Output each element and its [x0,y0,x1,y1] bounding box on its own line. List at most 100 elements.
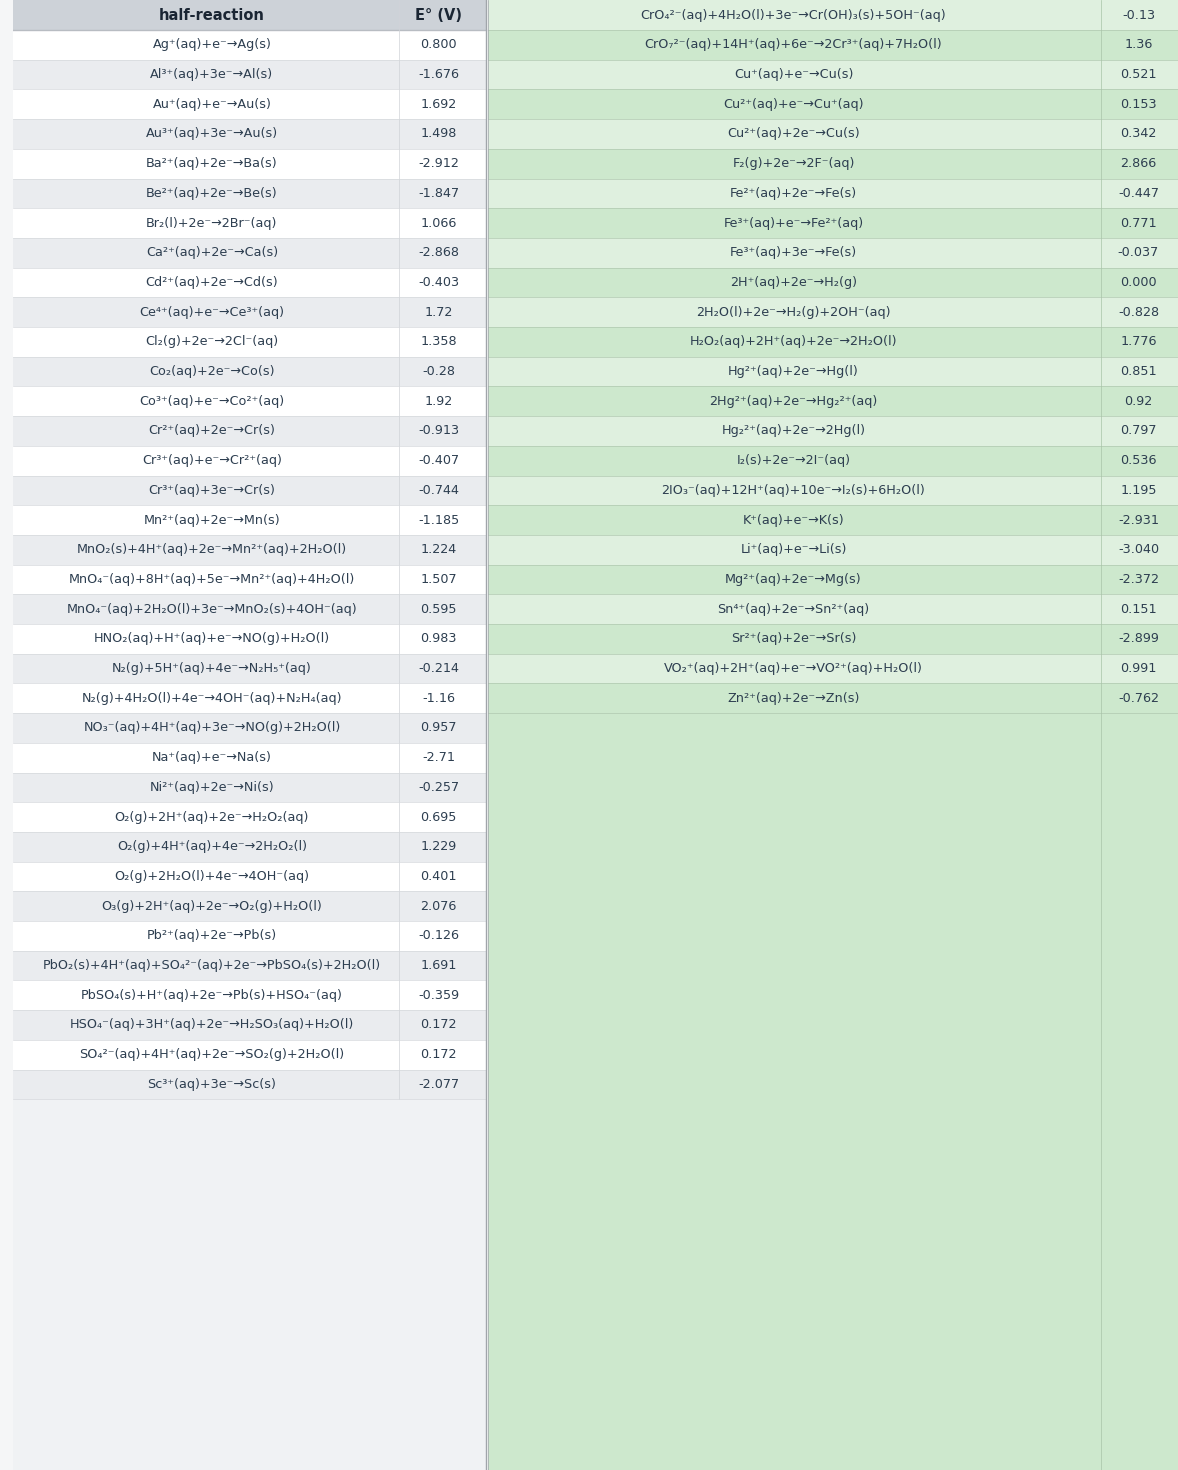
Text: 0.401: 0.401 [421,870,457,883]
Text: PbSO₄(s)+H⁺(aq)+2e⁻→Pb(s)+HSO₄⁻(aq): PbSO₄(s)+H⁺(aq)+2e⁻→Pb(s)+HSO₄⁻(aq) [81,989,343,1001]
Bar [13,387,487,416]
Text: -0.13: -0.13 [1121,9,1154,22]
Text: 0.92: 0.92 [1124,395,1152,407]
Bar [13,1039,487,1070]
Text: 0.800: 0.800 [421,38,457,51]
Text: Mg²⁺(aq)+2e⁻→Mg(s): Mg²⁺(aq)+2e⁻→Mg(s) [726,573,862,587]
Bar [488,684,1178,713]
Text: -2.71: -2.71 [422,751,455,764]
Text: 0.000: 0.000 [1120,276,1157,290]
Text: E° (V): E° (V) [415,7,462,22]
Text: 1.358: 1.358 [421,335,457,348]
Bar [13,623,487,654]
Text: Fe³⁺(aq)+3e⁻→Fe(s): Fe³⁺(aq)+3e⁻→Fe(s) [730,247,858,259]
Text: -0.214: -0.214 [418,662,459,675]
Text: -2.372: -2.372 [1118,573,1159,587]
Bar [13,357,487,387]
Text: Cu⁺(aq)+e⁻→Cu(s): Cu⁺(aq)+e⁻→Cu(s) [734,68,853,81]
Text: 2.076: 2.076 [421,900,457,913]
Text: Cr²⁺(aq)+2e⁻→Cr(s): Cr²⁺(aq)+2e⁻→Cr(s) [148,425,276,438]
Text: MnO₄⁻(aq)+2H₂O(l)+3e⁻→MnO₂(s)+4OH⁻(aq): MnO₄⁻(aq)+2H₂O(l)+3e⁻→MnO₂(s)+4OH⁻(aq) [67,603,357,616]
Text: Li⁺(aq)+e⁻→Li(s): Li⁺(aq)+e⁻→Li(s) [740,544,847,556]
Text: 0.172: 0.172 [421,1019,457,1032]
Text: MnO₄⁻(aq)+8H⁺(aq)+5e⁻→Mn²⁺(aq)+4H₂O(l): MnO₄⁻(aq)+8H⁺(aq)+5e⁻→Mn²⁺(aq)+4H₂O(l) [68,573,355,587]
Bar [13,951,487,980]
Text: N₂(g)+5H⁺(aq)+4e⁻→N₂H₅⁺(aq): N₂(g)+5H⁺(aq)+4e⁻→N₂H₅⁺(aq) [112,662,312,675]
Text: Fe³⁺(aq)+e⁻→Fe²⁺(aq): Fe³⁺(aq)+e⁻→Fe²⁺(aq) [723,216,863,229]
Text: -1.676: -1.676 [418,68,459,81]
Bar [13,148,487,178]
Text: -2.899: -2.899 [1118,632,1159,645]
Text: O₂(g)+4H⁺(aq)+4e⁻→2H₂O₂(l): O₂(g)+4H⁺(aq)+4e⁻→2H₂O₂(l) [117,841,307,853]
Bar [13,475,487,506]
Text: Ni²⁺(aq)+2e⁻→Ni(s): Ni²⁺(aq)+2e⁻→Ni(s) [150,781,274,794]
Text: 1.36: 1.36 [1124,38,1152,51]
Bar [13,119,487,148]
Text: Sc³⁺(aq)+3e⁻→Sc(s): Sc³⁺(aq)+3e⁻→Sc(s) [147,1078,277,1091]
Bar [13,654,487,684]
Text: 0.695: 0.695 [421,810,457,823]
Bar [488,178,1178,209]
Text: 2.866: 2.866 [1120,157,1157,171]
Text: Ca²⁺(aq)+2e⁻→Ca(s): Ca²⁺(aq)+2e⁻→Ca(s) [146,247,278,259]
Text: Au⁺(aq)+e⁻→Au(s): Au⁺(aq)+e⁻→Au(s) [152,97,271,110]
Text: 1.498: 1.498 [421,128,457,141]
Text: 1.229: 1.229 [421,841,457,853]
Bar [488,209,1178,238]
Text: 0.595: 0.595 [421,603,457,616]
Text: -2.912: -2.912 [418,157,459,171]
Text: Ce⁴⁺(aq)+e⁻→Ce³⁺(aq): Ce⁴⁺(aq)+e⁻→Ce³⁺(aq) [139,306,284,319]
Text: Hg²⁺(aq)+2e⁻→Hg(l): Hg²⁺(aq)+2e⁻→Hg(l) [728,365,859,378]
Text: Cr³⁺(aq)+3e⁻→Cr(s): Cr³⁺(aq)+3e⁻→Cr(s) [148,484,276,497]
Bar [13,209,487,238]
Text: 0.153: 0.153 [1120,97,1157,110]
Text: half-reaction: half-reaction [159,7,265,22]
Text: 0.797: 0.797 [1120,425,1157,438]
Bar [488,475,1178,506]
Bar [488,564,1178,594]
Text: N₂(g)+4H₂O(l)+4e⁻→4OH⁻(aq)+N₂H₄(aq): N₂(g)+4H₂O(l)+4e⁻→4OH⁻(aq)+N₂H₄(aq) [81,692,342,704]
Bar [488,0,1178,29]
Text: -0.762: -0.762 [1118,692,1159,704]
Bar [488,29,1178,60]
Text: 0.851: 0.851 [1120,365,1157,378]
Text: Ba²⁺(aq)+2e⁻→Ba(s): Ba²⁺(aq)+2e⁻→Ba(s) [146,157,278,171]
Bar [13,1010,487,1039]
Bar [488,326,1178,357]
Bar [13,773,487,803]
Text: -1.16: -1.16 [422,692,455,704]
Bar [13,564,487,594]
Bar [488,60,1178,90]
Bar [13,29,487,60]
Text: Pb²⁺(aq)+2e⁻→Pb(s): Pb²⁺(aq)+2e⁻→Pb(s) [147,929,277,942]
Text: 2IO₃⁻(aq)+12H⁺(aq)+10e⁻→I₂(s)+6H₂O(l): 2IO₃⁻(aq)+12H⁺(aq)+10e⁻→I₂(s)+6H₂O(l) [662,484,926,497]
Text: -3.040: -3.040 [1118,544,1159,556]
Text: Co³⁺(aq)+e⁻→Co²⁺(aq): Co³⁺(aq)+e⁻→Co²⁺(aq) [139,395,285,407]
Text: Cu²⁺(aq)+2e⁻→Cu(s): Cu²⁺(aq)+2e⁻→Cu(s) [727,128,860,141]
Text: 0.521: 0.521 [1120,68,1157,81]
Text: 2Hg²⁺(aq)+2e⁻→Hg₂²⁺(aq): 2Hg²⁺(aq)+2e⁻→Hg₂²⁺(aq) [709,395,878,407]
Bar [13,445,487,475]
Text: VO₂⁺(aq)+2H⁺(aq)+e⁻→VO²⁺(aq)+H₂O(l): VO₂⁺(aq)+2H⁺(aq)+e⁻→VO²⁺(aq)+H₂O(l) [664,662,922,675]
Bar [13,268,487,297]
Text: 0.536: 0.536 [1120,454,1157,467]
Text: 0.342: 0.342 [1120,128,1157,141]
Bar [488,535,1178,564]
Bar [488,594,1178,623]
Text: MnO₂(s)+4H⁺(aq)+2e⁻→Mn²⁺(aq)+2H₂O(l): MnO₂(s)+4H⁺(aq)+2e⁻→Mn²⁺(aq)+2H₂O(l) [77,544,348,556]
Text: K⁺(aq)+e⁻→K(s): K⁺(aq)+e⁻→K(s) [742,513,845,526]
Text: H₂O₂(aq)+2H⁺(aq)+2e⁻→2H₂O(l): H₂O₂(aq)+2H⁺(aq)+2e⁻→2H₂O(l) [689,335,898,348]
Text: Fe²⁺(aq)+2e⁻→Fe(s): Fe²⁺(aq)+2e⁻→Fe(s) [730,187,858,200]
Text: -2.931: -2.931 [1118,513,1159,526]
Text: Br₂(l)+2e⁻→2Br⁻(aq): Br₂(l)+2e⁻→2Br⁻(aq) [146,216,278,229]
Bar [488,623,1178,654]
Text: -0.359: -0.359 [418,989,459,1001]
Text: 1.92: 1.92 [424,395,452,407]
Text: 1.066: 1.066 [421,216,457,229]
Text: Zn²⁺(aq)+2e⁻→Zn(s): Zn²⁺(aq)+2e⁻→Zn(s) [727,692,860,704]
Bar [488,0,1178,1470]
Bar [13,594,487,623]
Text: NO₃⁻(aq)+4H⁺(aq)+3e⁻→NO(g)+2H₂O(l): NO₃⁻(aq)+4H⁺(aq)+3e⁻→NO(g)+2H₂O(l) [84,722,340,735]
Bar [488,387,1178,416]
Text: -0.744: -0.744 [418,484,459,497]
